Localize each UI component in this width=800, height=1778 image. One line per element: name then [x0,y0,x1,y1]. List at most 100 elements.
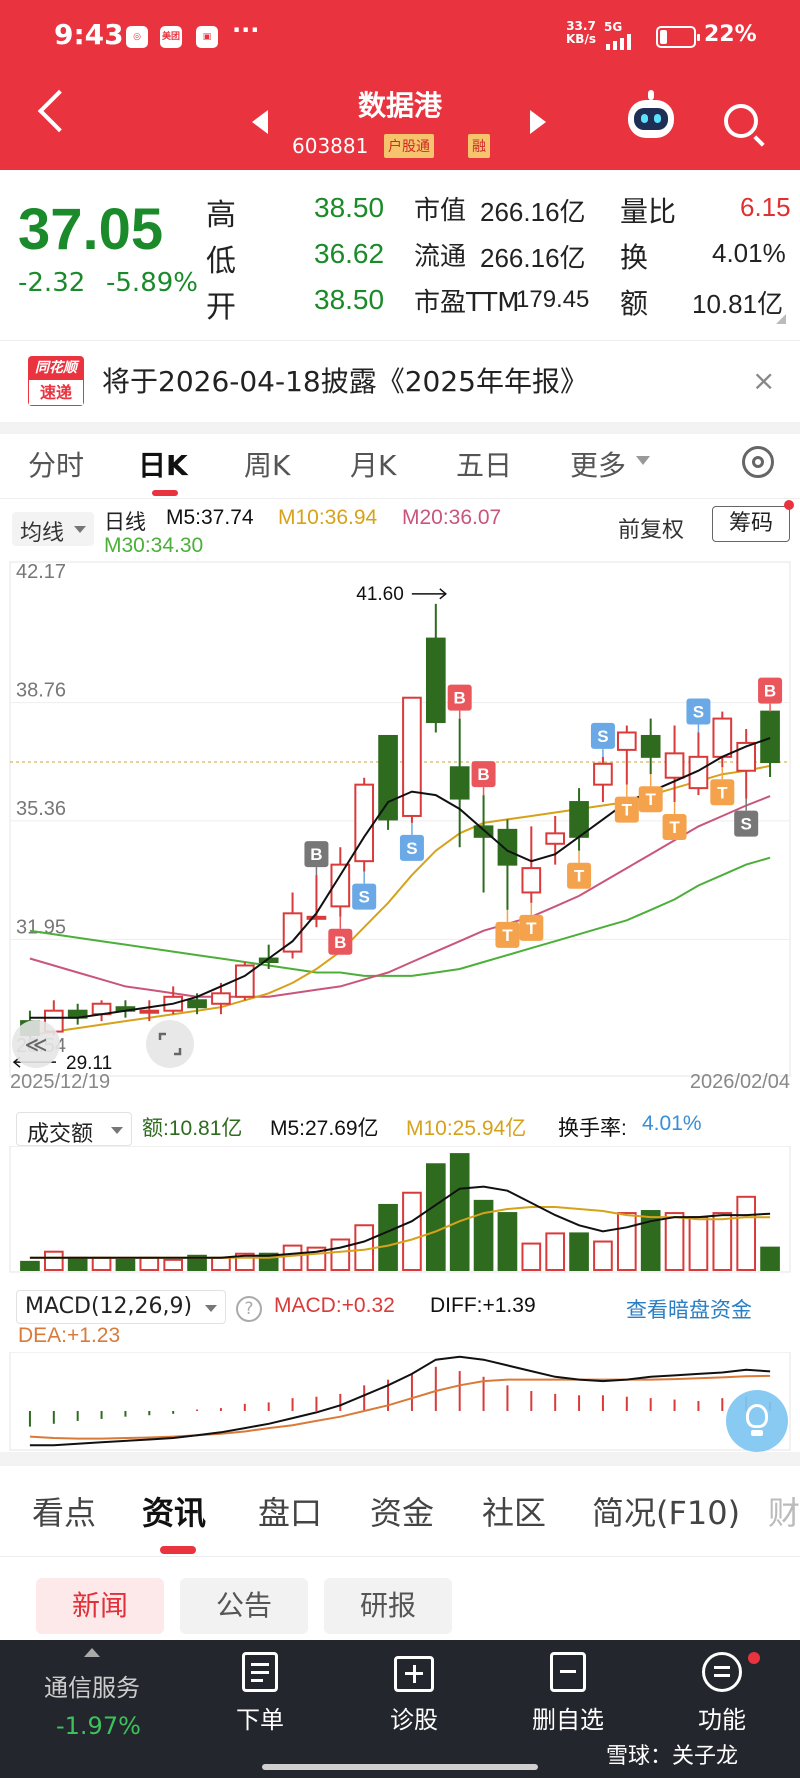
network-type: 5G [604,20,623,34]
volume-bar [616,1212,637,1271]
max-arrow-head [439,588,447,600]
subtab-research[interactable]: 研报 [324,1578,452,1634]
back-icon[interactable] [37,89,81,133]
low-label: 低 [206,244,236,279]
ma30-label: M30:34.30 [104,534,204,557]
tab-five-day[interactable]: 五日 [456,449,513,482]
volume-bar [378,1203,398,1271]
candle-up [330,863,351,908]
stock-name: 数据港 [357,89,442,122]
sector-name[interactable]: 通信服务 [44,1674,140,1702]
announcement-text[interactable]: 将于2026-04-18披露《2025年年报》 [102,365,588,398]
tab-monthly-k[interactable]: 月K [350,449,397,482]
volume-bar [664,1212,685,1271]
volume-bar [521,1242,542,1271]
ma20-label: M20:36.07 [402,506,502,529]
amount-label: 额 [620,287,649,320]
ai-assistant-icon[interactable] [628,90,674,138]
settings-icon[interactable] [742,446,774,478]
signal-marker [734,810,759,837]
nav-functions[interactable]: 功能 [672,1652,772,1735]
macd-chart[interactable] [0,1352,800,1452]
tab-intraday[interactable]: 分时 [28,449,85,482]
signal-marker [567,862,592,889]
volume-bar [282,1244,303,1271]
min-price-label: 29.11 [66,1053,112,1074]
price-change: -2.32 [18,268,86,298]
tab-finance[interactable]: 财 [768,1494,800,1532]
indicator-select[interactable]: 均线 [12,512,94,546]
chevron-down-icon [636,456,650,465]
candle-up [593,762,613,786]
signal-label: B [764,682,776,701]
app-header: 9:43 ◎ 美团 ▣ ··· 33.7 KB/s 5G 22% 数据港 603… [0,0,800,170]
more-notifications-icon: ··· [232,16,260,44]
nav-remove-watchlist[interactable]: 删自选 [518,1652,618,1735]
date-start: 2025/12/19 [10,1071,110,1092]
subtab-announcements[interactable]: 公告 [180,1578,308,1634]
expand-corner-icon[interactable] [776,314,786,324]
tab-community[interactable]: 社区 [482,1494,547,1532]
nav-order[interactable]: 下单 [210,1652,310,1735]
tab-highlights[interactable]: 看点 [32,1494,97,1532]
signal-label: B [334,933,346,952]
close-icon[interactable]: × [752,364,776,397]
amount-indicator: 额:10.81亿 [142,1117,243,1140]
lightbulb-icon[interactable] [726,1390,788,1452]
signal-marker [686,698,711,725]
tab-f10[interactable]: 简况(F10) [592,1494,741,1532]
signal-label: T [669,818,680,837]
adjust-mode[interactable]: 前复权 [618,518,685,543]
tab-funds[interactable]: 资金 [370,1494,435,1532]
battery-percent: 22% [704,22,757,47]
help-icon[interactable]: ? [236,1296,262,1322]
net-speed: 33.7 KB/s [566,19,596,46]
nav-diagnose[interactable]: 诊股 [364,1652,464,1735]
tab-more[interactable]: 更多 [570,449,627,482]
open-value: 38.50 [314,284,385,315]
dark-pool-link[interactable]: 查看暗盘资金 [626,1299,752,1322]
tab-daily-k[interactable]: 日K [138,449,188,482]
low-value: 36.62 [314,238,385,269]
prev-stock-icon[interactable] [252,110,268,134]
turnover-rate-label: 换手率: [558,1117,627,1140]
volume-bar [115,1258,136,1272]
tab-weekly-k[interactable]: 周K [244,449,291,482]
next-stock-icon[interactable] [530,110,546,134]
y-tick-label: 42.17 [16,561,66,583]
ths-express-logo: 同花顺 速递 [28,356,84,406]
volume-bar [760,1246,780,1271]
meituan-icon: 美团 [160,26,182,48]
macd-indicator-select[interactable]: MACD(12,26,9) [16,1290,226,1324]
signal-label: T [502,926,513,945]
volume-bar [569,1232,589,1271]
pe-label: 市盈TTM [414,288,520,318]
candle-up [712,717,733,758]
search-icon[interactable] [724,104,758,138]
volume-indicator-select[interactable]: 成交额 [16,1112,132,1147]
meituan-small-icon: ◎ [126,26,148,48]
candle-down [425,637,446,724]
chips-button[interactable]: 筹码 [712,506,790,542]
diff-line [29,1355,771,1447]
active-tab-indicator [152,490,178,496]
home-indicator[interactable] [262,1764,538,1770]
tab-news-info[interactable]: 资讯 [142,1494,207,1532]
scroll-left-icon [12,1020,60,1068]
candle-down [449,766,470,800]
dea-line [29,1374,771,1440]
car-icon: ▣ [196,26,218,48]
kline-chart[interactable]: 42.1738.7635.3631.9528.54BBSSBBTTTSTTTST… [0,556,800,1092]
ma30-line [29,856,771,977]
candle-up [521,867,542,894]
margin-tag: 融 [468,134,490,158]
tab-order-book[interactable]: 盘口 [258,1494,323,1532]
signal-marker [447,684,472,711]
subtab-news[interactable]: 新闻 [36,1578,164,1634]
chevron-up-icon[interactable] [84,1648,100,1657]
volume-chart[interactable] [0,1146,800,1280]
scroll-left-glyph: ≪ [24,1032,47,1057]
turnover-label: 换 [620,241,649,274]
volume-bar [712,1212,733,1271]
candle-up [211,992,231,1005]
